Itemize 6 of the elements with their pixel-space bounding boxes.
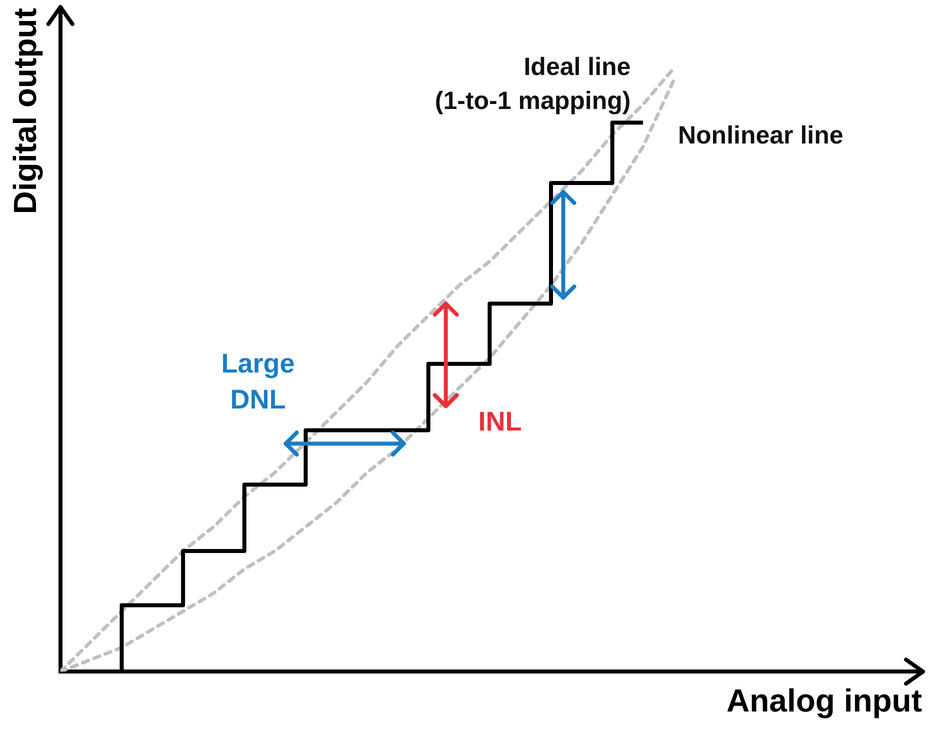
series-label: Ideal line (1-to-1 mapping): [434, 53, 631, 116]
annotation: INL: [478, 406, 522, 436]
annotation: Large DNL: [221, 348, 295, 414]
x-axis-title: Analog input: [726, 682, 922, 719]
series-label: Nonlinear line: [678, 122, 844, 150]
y-axis-title: Digital output: [7, 8, 44, 214]
